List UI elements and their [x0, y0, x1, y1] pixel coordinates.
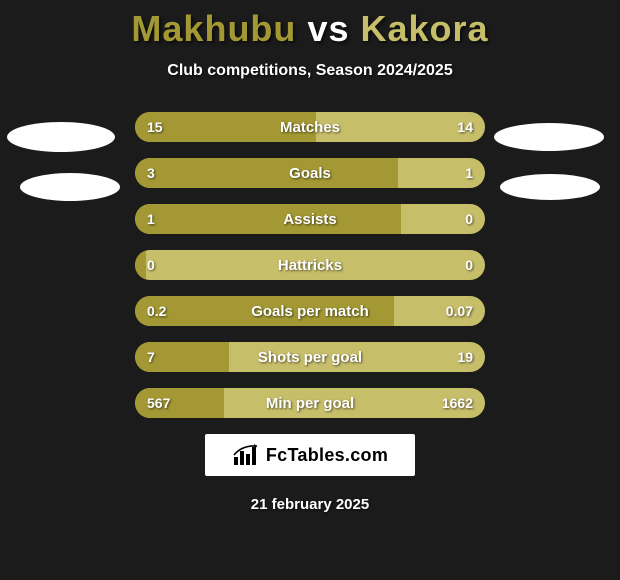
bars-container: 15Matches143Goals11Assists00Hattricks00.…	[135, 112, 485, 418]
stat-value-right: 1	[465, 158, 473, 188]
stat-label: Min per goal	[135, 388, 485, 418]
stat-bar: 0Hattricks0	[135, 250, 485, 280]
comparison-title: Makhubu vs Kakora	[0, 0, 620, 50]
player2-name: Kakora	[361, 8, 489, 49]
stat-bar: 15Matches14	[135, 112, 485, 142]
stat-bar: 567Min per goal1662	[135, 388, 485, 418]
vs-text: vs	[307, 8, 349, 49]
stat-value-right: 0.07	[446, 296, 473, 326]
logo-badge: FcTables.com	[205, 434, 415, 476]
stat-label: Matches	[135, 112, 485, 142]
bar-chart-icon	[232, 443, 260, 467]
stat-value-right: 0	[465, 250, 473, 280]
subtitle: Club competitions, Season 2024/2025	[0, 62, 620, 80]
stat-label: Assists	[135, 204, 485, 234]
stat-label: Shots per goal	[135, 342, 485, 372]
stat-bar: 3Goals1	[135, 158, 485, 188]
placeholder-ellipse	[500, 174, 600, 200]
stat-value-right: 1662	[442, 388, 473, 418]
stat-bar: 7Shots per goal19	[135, 342, 485, 372]
placeholder-ellipse	[20, 173, 120, 201]
stat-label: Goals per match	[135, 296, 485, 326]
stat-value-right: 0	[465, 204, 473, 234]
player1-name: Makhubu	[131, 8, 296, 49]
stat-label: Goals	[135, 158, 485, 188]
stat-label: Hattricks	[135, 250, 485, 280]
stat-bar: 0.2Goals per match0.07	[135, 296, 485, 326]
stat-value-right: 19	[457, 342, 473, 372]
stat-bar: 1Assists0	[135, 204, 485, 234]
placeholder-ellipse	[494, 123, 604, 151]
placeholder-ellipse	[7, 122, 115, 152]
footer-date: 21 february 2025	[0, 496, 620, 513]
stat-value-right: 14	[457, 112, 473, 142]
logo-text: FcTables.com	[266, 445, 388, 466]
